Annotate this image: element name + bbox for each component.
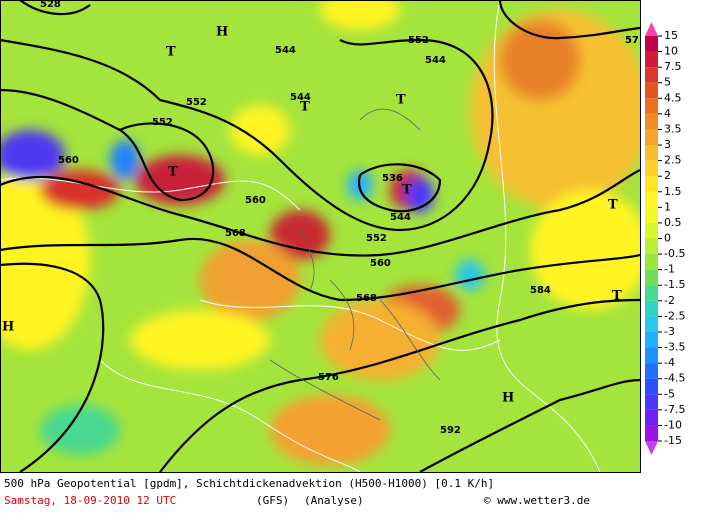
colorbar-segment — [645, 98, 658, 114]
colorbar-segment — [645, 331, 658, 348]
colorbar-label: -2 — [664, 294, 675, 307]
colorbar-label: 4 — [664, 107, 671, 120]
low-center: T — [612, 289, 622, 304]
colorbar-segment — [645, 254, 658, 270]
contour-label: 552 — [408, 35, 429, 46]
contour-label: 544 — [275, 45, 296, 56]
model: (GFS) — [256, 494, 289, 507]
contour-label: 584 — [530, 285, 551, 296]
contour-label: 544 — [425, 55, 446, 66]
high-center: H — [502, 391, 514, 406]
colorbar-segment — [645, 300, 658, 317]
colorbar-segment — [645, 222, 658, 239]
low-center: T — [608, 198, 618, 213]
colorbar-label: -2.5 — [664, 309, 685, 322]
contour-label: 544 — [290, 92, 311, 103]
colorbar-segment — [645, 425, 658, 441]
colorbar-label: -4 — [664, 356, 675, 369]
high-center: H — [216, 25, 228, 40]
map-area: 552 552 552 552 544 544 544 544 536 528 … — [0, 0, 640, 472]
contour-label: 576 — [318, 372, 339, 383]
colorbar-segment — [645, 36, 658, 52]
colorbar-label: -15 — [664, 434, 682, 447]
low-center: T — [166, 45, 176, 60]
colorbar-label: -7.5 — [664, 403, 685, 416]
colorbar-segment — [645, 378, 658, 395]
colorbar-label: 15 — [664, 29, 678, 42]
contour-label: 568 — [356, 293, 377, 304]
colorbar-segment — [645, 113, 658, 130]
low-center: T — [396, 93, 406, 108]
contour-label: 560 — [245, 195, 266, 206]
colorbar-segment — [645, 207, 658, 223]
contour-label: 568 — [225, 228, 246, 239]
colorbar-label: 1.5 — [664, 185, 682, 198]
colorbar-label: 7.5 — [664, 60, 682, 73]
colorbar-segment — [645, 145, 658, 161]
colorbar-segment — [645, 269, 658, 286]
contour-label: 552 — [366, 233, 387, 244]
colorbar-segment — [645, 238, 658, 255]
pressure-centers: H H H T T T T T T T — [2, 25, 622, 406]
contour-label: 544 — [390, 212, 411, 223]
colorbar-top-arrow — [645, 22, 658, 36]
low-center: T — [168, 165, 178, 180]
colorbar-segment — [645, 160, 658, 177]
colorbar-segment — [645, 409, 658, 426]
colorbar-label: -3 — [664, 325, 675, 338]
colorbar-segment — [645, 67, 658, 83]
colorbar-label: 1 — [664, 200, 671, 213]
contour-label: 528 — [40, 0, 61, 10]
colorbar-segment — [645, 363, 658, 379]
contour-label: 552 — [186, 97, 207, 108]
geopotential-contours — [0, 0, 640, 472]
contour-label: 536 — [382, 173, 403, 184]
contour-label: 592 — [440, 425, 461, 436]
colorbar-label: 2 — [664, 169, 671, 182]
colorbar-label: -10 — [664, 418, 682, 431]
contour-label: 552 — [152, 117, 173, 128]
run: (Analyse) — [304, 494, 364, 507]
colorbar-segment — [645, 347, 658, 364]
colorbar-label: -5 — [664, 387, 675, 400]
colorbar-label: 3.5 — [664, 122, 682, 135]
colorbar-segment — [645, 191, 658, 208]
colorbar-label: -1.5 — [664, 278, 685, 291]
low-center: T — [300, 100, 310, 115]
colorbar-segment — [645, 82, 658, 99]
high-center: H — [2, 320, 14, 335]
colorbar-segment — [645, 129, 658, 146]
colorbar-label: -1 — [664, 263, 675, 276]
colorbar-label: 2.5 — [664, 154, 682, 167]
low-center: T — [402, 183, 412, 198]
map-frame — [0, 0, 641, 473]
colorbar-segment — [645, 316, 658, 332]
footer: 500 hPa Geopotential [gpdm], Schichtdick… — [4, 477, 590, 507]
contour-label: 560 — [58, 155, 79, 166]
colorbar-label: 4.5 — [664, 91, 682, 104]
coastlines — [269, 108, 441, 421]
colorbar-label: 0 — [664, 232, 671, 245]
contour-labels: 552 552 552 552 544 544 544 544 536 528 … — [40, 0, 639, 436]
colorbar-segment — [645, 285, 658, 301]
colorbar-label: -0.5 — [664, 247, 685, 260]
colorbar-label: 3 — [664, 138, 671, 151]
contour-label: 560 — [370, 258, 391, 269]
colorbar-bottom-arrow — [645, 441, 658, 455]
colorbar-label: -3.5 — [664, 341, 685, 354]
colorbar-label: 5 — [664, 76, 671, 89]
colorbar-segment — [645, 394, 658, 410]
white-contours — [0, 0, 601, 472]
colorbar-segment — [645, 51, 658, 68]
colorbar: 15 10 7.5 5 4.5 4 3.5 3 2.5 2 1.5 1 0.5 0 -0.5 -1 -1.5 -2… — [645, 22, 685, 455]
colorbar-label: 10 — [664, 45, 678, 58]
colorbar-segment — [645, 176, 658, 192]
colorbar-label: 0.5 — [664, 216, 682, 229]
date: Samstag, 18-09-2010 12 UTC — [4, 494, 176, 507]
credit: © www.wetter3.de — [484, 494, 590, 507]
colorbar-label: -4.5 — [664, 372, 685, 385]
contour-label: 57 — [625, 35, 639, 46]
caption: 500 hPa Geopotential [gpdm], Schichtdick… — [4, 477, 494, 490]
